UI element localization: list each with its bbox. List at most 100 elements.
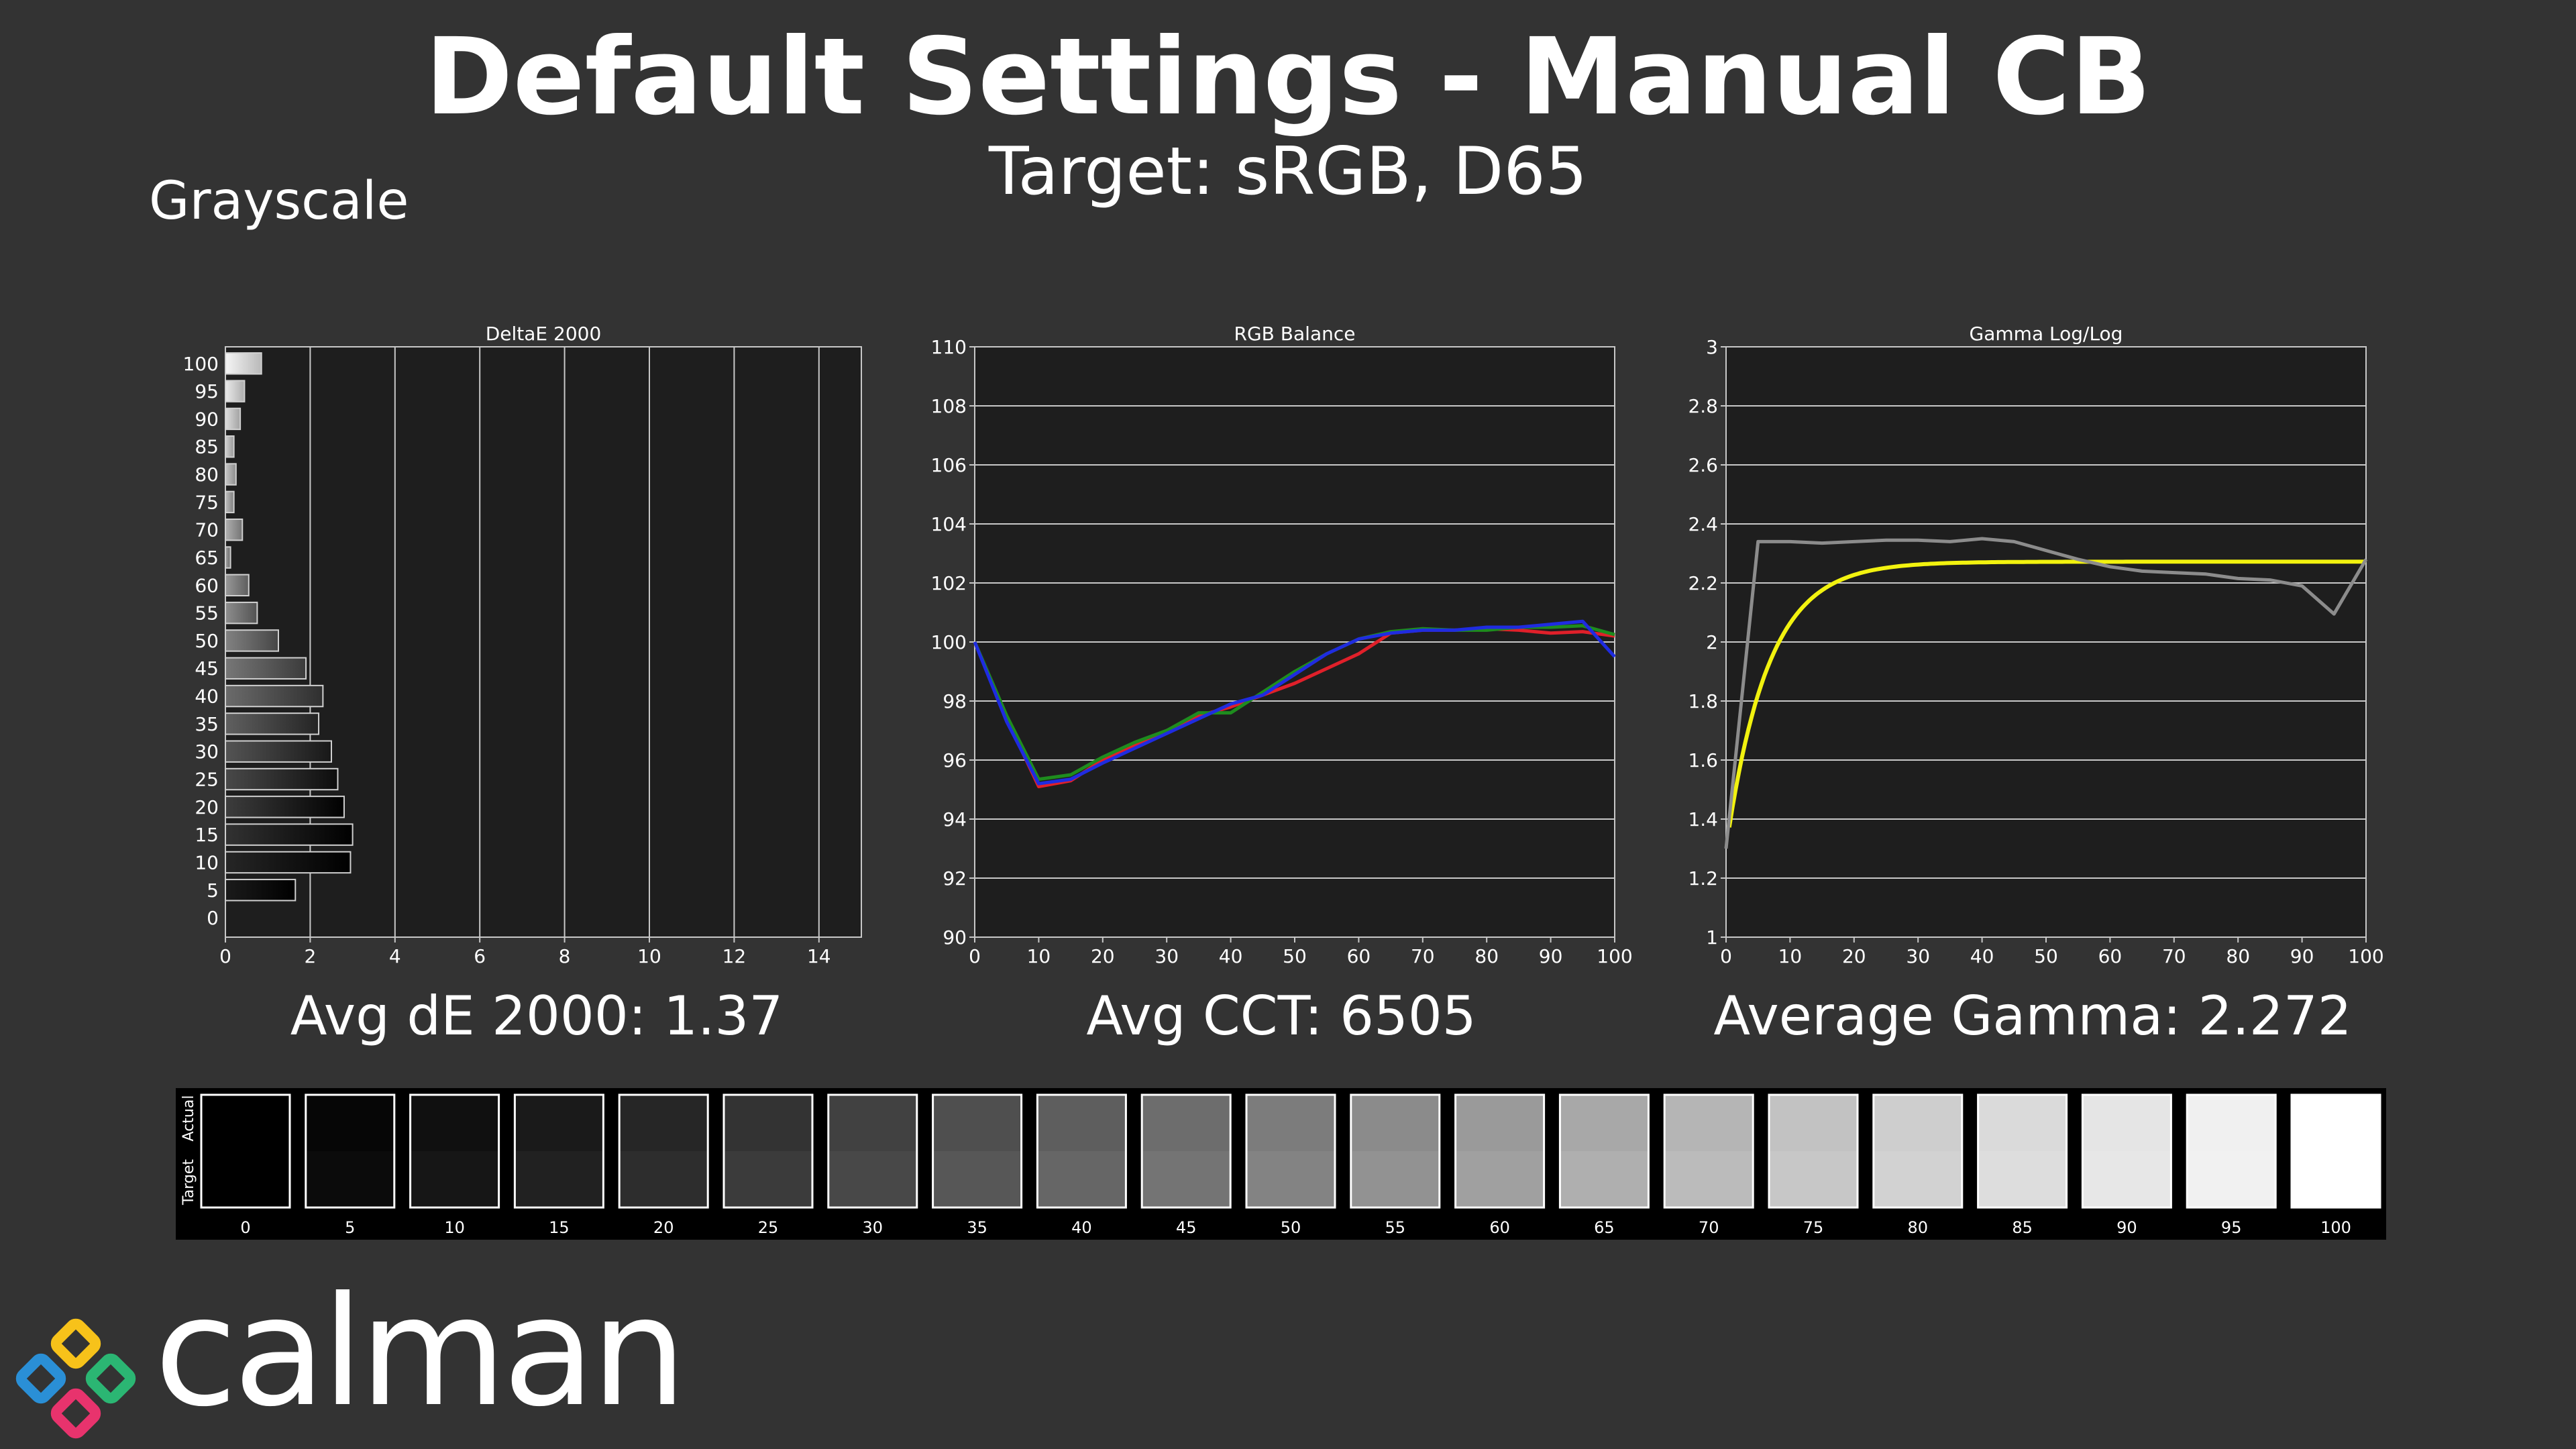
swatch-actual (1142, 1095, 1231, 1151)
deltae-bar (225, 490, 235, 514)
swatch-target (410, 1151, 499, 1208)
swatch-border (2081, 1093, 2172, 1209)
swatch-label: 40 (1071, 1218, 1092, 1237)
swatch-actual (201, 1095, 290, 1151)
swatch-border (1454, 1093, 1546, 1209)
deltae-x-tick-label: 12 (722, 945, 747, 967)
swatch-target (1560, 1151, 1649, 1208)
swatch-actual (1664, 1095, 1754, 1151)
swatch-actual (1246, 1095, 1335, 1151)
gamma-y-tick-label: 1.2 (1688, 867, 1718, 890)
gamma-y-tick-label: 2.8 (1688, 395, 1718, 417)
avg-gamma-stat: Average Gamma: 2.272 (1713, 985, 2352, 1047)
swatch-target (1455, 1151, 1544, 1208)
deltae-category-label: 40 (195, 686, 219, 708)
swatch-border (1977, 1093, 2068, 1209)
swatch-label: 15 (549, 1218, 570, 1237)
deltae-category-label: 100 (183, 353, 219, 375)
grayscale-swatches: Actual Target 0 5 10 15 20 25 30 35 40 45 50 55 60 65 70… (180, 1093, 2381, 1237)
swatch-actual (932, 1095, 1022, 1151)
swatch-target (724, 1151, 812, 1208)
deltae-category-label: 90 (195, 408, 219, 430)
rgb-y-tick-label: 90 (943, 926, 967, 949)
deltae-category-label: 85 (195, 436, 219, 458)
swatch-actual (410, 1095, 499, 1151)
deltae-bar (225, 684, 324, 708)
gamma-y-tick-label: 2.2 (1688, 572, 1718, 594)
rgb-y-tick-label: 102 (931, 572, 967, 594)
rgb-x-tick-label: 20 (1091, 945, 1115, 967)
swatch-label: 25 (758, 1218, 779, 1237)
rgb-x-tick-label: 100 (1597, 945, 1632, 967)
swatch-actual (2292, 1095, 2380, 1151)
calman-logo-text: calman (154, 1265, 687, 1440)
rgb-chart-title: RGB Balance (1234, 323, 1356, 345)
deltae-category-label: 10 (195, 851, 219, 873)
rgb-y-tick-label: 108 (931, 395, 967, 417)
swatch-label: 95 (2221, 1218, 2242, 1237)
rgb-x-tick-label: 0 (969, 945, 981, 967)
deltae-bar (225, 629, 279, 652)
swatch-label: 60 (1489, 1218, 1510, 1237)
avg-cct-stat: Avg CCT: 6505 (1086, 985, 1477, 1047)
rgb-x-tick-label: 10 (1027, 945, 1051, 967)
swatch-label: 55 (1385, 1218, 1406, 1237)
deltae-category-label: 55 (195, 602, 219, 625)
swatch-label: 30 (863, 1218, 883, 1237)
swatch-actual (1560, 1095, 1649, 1151)
deltae-bar (225, 823, 354, 846)
deltae-category-label: 15 (195, 824, 219, 846)
deltae-x-tick-label: 10 (637, 945, 661, 967)
swatch-label: 100 (2320, 1218, 2351, 1237)
deltae-category-label: 65 (195, 547, 219, 569)
deltae-bar (225, 601, 258, 625)
swatch-label: 80 (1908, 1218, 1929, 1237)
gamma-x-tick-label: 100 (2348, 945, 2383, 967)
gamma-x-tick-label: 10 (1778, 945, 1803, 967)
deltae-category-label: 20 (195, 796, 219, 818)
swatch-label: 90 (2116, 1218, 2137, 1237)
logo-diamond (50, 1318, 101, 1369)
swatch-target (2292, 1151, 2380, 1208)
gamma-y-tick-label: 1 (1706, 926, 1718, 949)
deltae-bar (225, 352, 262, 375)
calman-logo-icon (15, 1318, 136, 1439)
swatch-label: 35 (967, 1218, 987, 1237)
swatch-target (932, 1151, 1022, 1208)
section-label: Grayscale (149, 171, 409, 231)
swatch-border (827, 1093, 918, 1209)
gamma-x-tick-label: 80 (2226, 945, 2250, 967)
swatch-label: 45 (1176, 1218, 1197, 1237)
swatch-target (305, 1151, 394, 1208)
deltae-category-label: 5 (207, 879, 219, 902)
deltae-bar (225, 407, 241, 431)
deltae-bar (225, 518, 244, 541)
gamma-y-tick-label: 2.4 (1688, 513, 1718, 535)
swatch-target (1246, 1151, 1335, 1208)
swatch-target (619, 1151, 708, 1208)
gamma-chart: Gamma Log/Log 1 1.2 1.4 1.6 1.8 2 2.2 2.4 2.6 2.8 3… (1688, 323, 2383, 967)
gamma-y-tick-label: 3 (1706, 336, 1718, 358)
rgb-y-tick-label: 96 (943, 749, 967, 771)
deltae-category-label: 80 (195, 464, 219, 486)
rgb-y-tick-label: 100 (931, 631, 967, 653)
swatch-actual (1978, 1095, 2067, 1151)
swatch-border (2186, 1093, 2277, 1209)
deltae-plot-area (225, 346, 862, 938)
deltae-category-label: 70 (195, 519, 219, 541)
gamma-y-tick-label: 1.4 (1688, 808, 1718, 830)
swatch-target (1037, 1151, 1126, 1208)
rgb-x-tick-label: 90 (1539, 945, 1563, 967)
swatch-actual (2187, 1095, 2276, 1151)
swatch-target (828, 1151, 917, 1208)
swatch-label: 0 (240, 1218, 250, 1237)
swatch-actual-label: Actual (180, 1095, 197, 1142)
rgb-series-blue (973, 619, 1616, 786)
avg-de-stat: Avg dE 2000: 1.37 (290, 985, 784, 1047)
deltae-bar (225, 657, 307, 680)
swatch-border (1768, 1093, 1859, 1209)
swatch-actual (828, 1095, 917, 1151)
deltae-bar (225, 574, 250, 597)
rgb-x-tick-label: 40 (1219, 945, 1243, 967)
swatch-actual (1037, 1095, 1126, 1151)
